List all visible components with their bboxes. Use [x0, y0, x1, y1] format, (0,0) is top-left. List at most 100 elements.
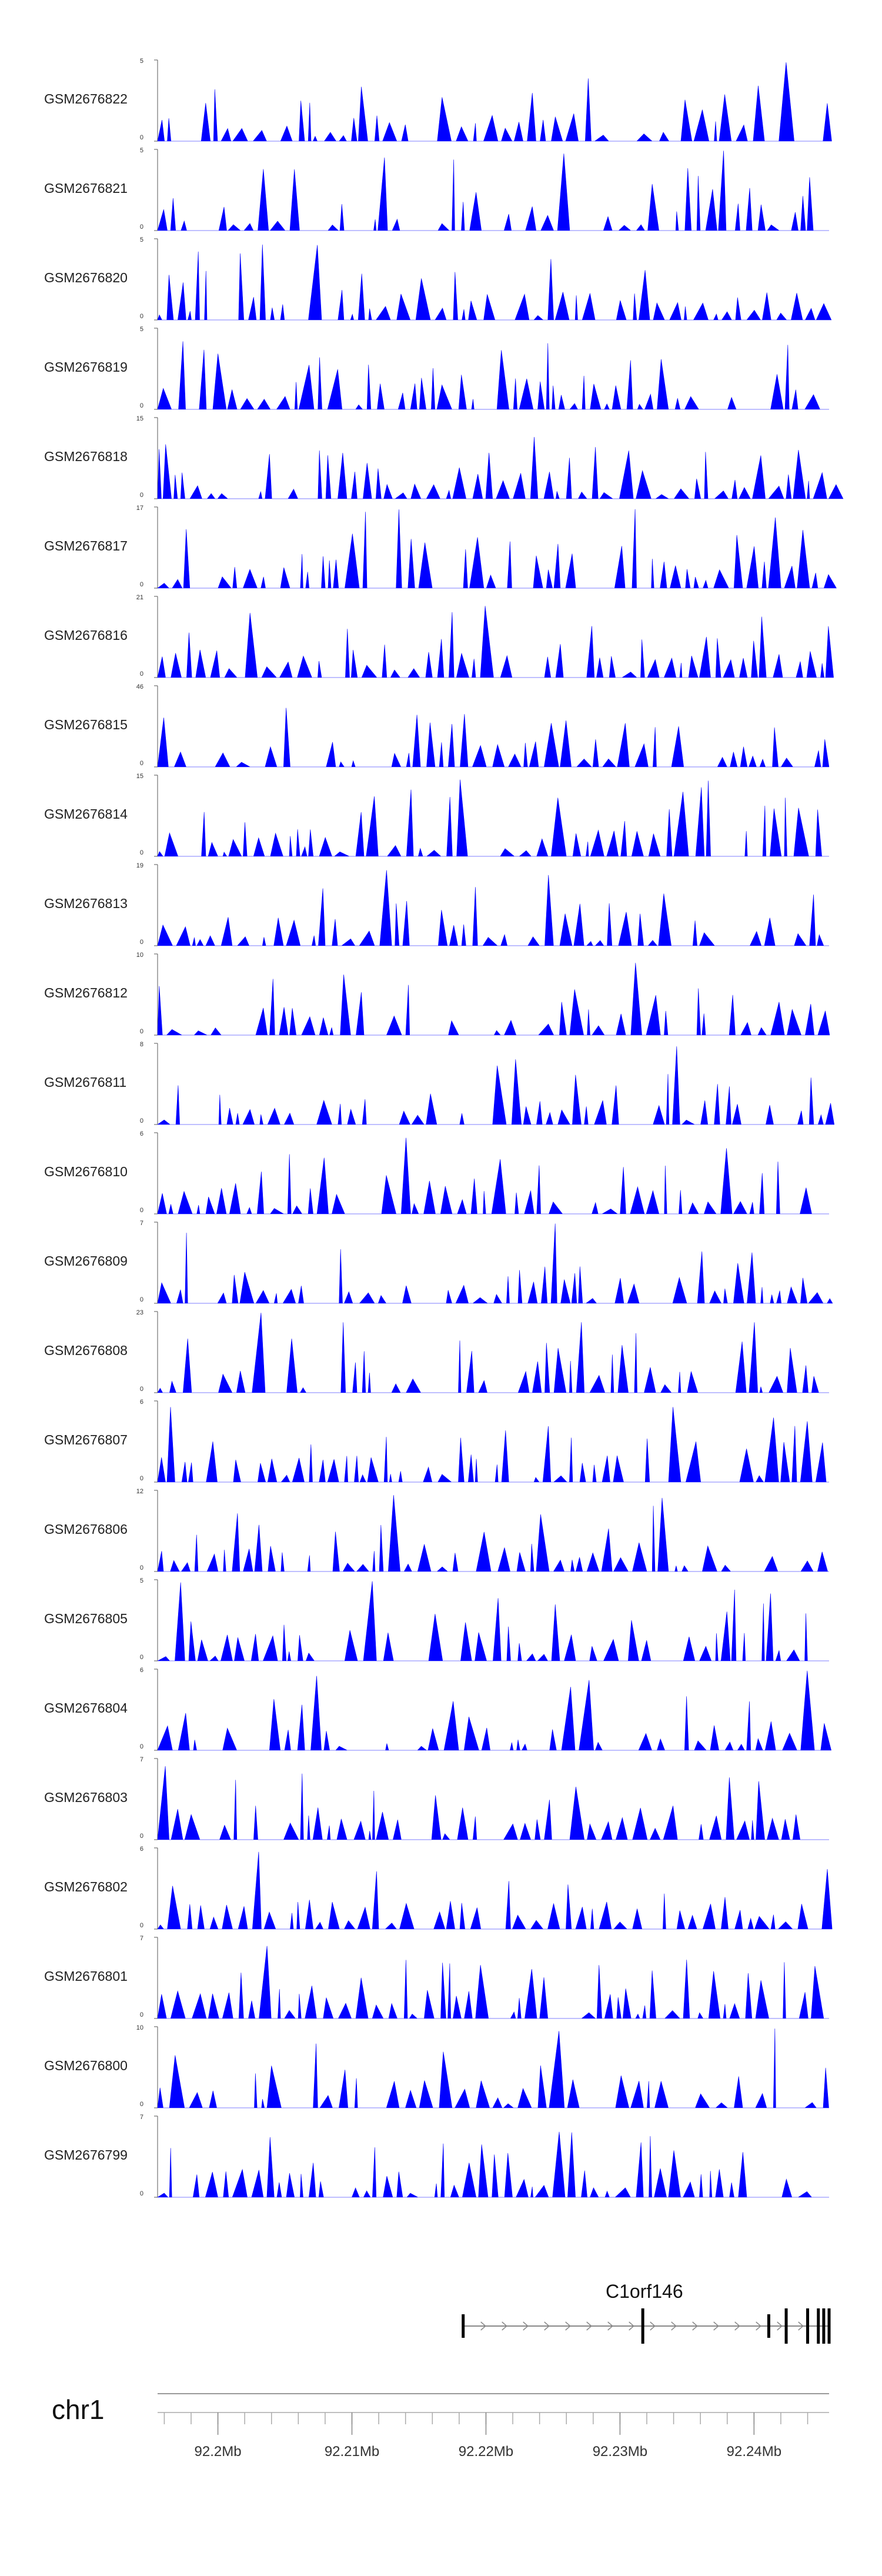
track-GSM2676814: GSM2676814 15 0 — [0, 773, 882, 857]
strand-arrow-icon — [586, 2321, 592, 2331]
coverage-plot — [154, 1758, 829, 1840]
coverage-area — [157, 1223, 833, 1304]
track-GSM2676805: GSM2676805 5 0 — [0, 1577, 882, 1661]
track-GSM2676815: GSM2676815 46 0 — [0, 683, 882, 768]
coverage-plot — [154, 417, 844, 499]
strand-arrow-icon — [671, 2321, 677, 2331]
strand-arrow-icon — [756, 2321, 761, 2331]
y-axis — [154, 1490, 158, 1572]
y-axis — [154, 59, 158, 142]
coverage-plot — [154, 2026, 829, 2108]
coverage-area — [157, 606, 834, 678]
exon-mark — [767, 2314, 770, 2338]
track-label: GSM2676805 — [44, 1611, 128, 1626]
track-label: GSM2676810 — [44, 1164, 128, 1179]
coverage-plot — [154, 2115, 829, 2198]
exon-mark — [641, 2308, 644, 2344]
y-axis — [154, 864, 158, 946]
y-axis — [154, 2026, 158, 2108]
y-axis — [154, 1400, 158, 1483]
coverage-area — [157, 436, 844, 499]
strand-arrow-icon — [650, 2321, 656, 2331]
coverage-plot — [154, 506, 837, 589]
y-axis — [154, 238, 158, 321]
strand-arrow-icon — [565, 2321, 571, 2331]
track-label: GSM2676817 — [44, 538, 128, 553]
track-label: GSM2676814 — [44, 806, 128, 822]
track-label: GSM2676819 — [44, 359, 128, 375]
coverage-area — [157, 509, 837, 589]
exon-mark — [462, 2314, 465, 2338]
track-label: GSM2676807 — [44, 1432, 128, 1447]
y-axis — [154, 2115, 158, 2198]
coverage-area — [157, 1946, 829, 2019]
coverage-plot — [154, 1043, 835, 1125]
coverage-area — [157, 1670, 831, 1751]
strand-arrow-icon — [629, 2321, 634, 2331]
coverage-plot — [154, 1400, 829, 1483]
coverage-area — [157, 1046, 835, 1125]
track-label: GSM2676808 — [44, 1343, 128, 1358]
coverage-plot — [154, 59, 832, 142]
gene-name-label: C1orf146 — [606, 2281, 683, 2302]
coverage-plot — [154, 238, 832, 321]
y-axis — [154, 149, 158, 231]
track-GSM2676816: GSM2676816 21 0 — [0, 594, 882, 678]
track-GSM2676820: GSM2676820 5 0 — [0, 236, 882, 321]
coverage-area — [157, 870, 829, 946]
track-GSM2676822: GSM2676822 5 0 — [0, 58, 882, 142]
y-axis — [154, 1222, 158, 1304]
track-label: GSM2676818 — [44, 449, 128, 464]
track-label: GSM2676802 — [44, 1879, 128, 1894]
track-GSM2676817: GSM2676817 17 0 — [0, 505, 882, 589]
track-GSM2676811: GSM2676811 8 0 — [0, 1041, 882, 1125]
coverage-plot — [154, 596, 834, 678]
y-axis — [154, 953, 158, 1036]
coverage-plot — [154, 685, 830, 768]
track-label: GSM2676806 — [44, 1521, 128, 1537]
x-tick-label: 92.21Mb — [325, 2444, 379, 2460]
track-GSM2676807: GSM2676807 6 0 — [0, 1399, 882, 1483]
track-label: GSM2676800 — [44, 2058, 128, 2073]
track-GSM2676800: GSM2676800 10 0 — [0, 2024, 882, 2108]
track-GSM2676813: GSM2676813 19 0 — [0, 862, 882, 946]
coverage-plot — [154, 1311, 829, 1393]
track-label: GSM2676820 — [44, 270, 128, 285]
exon-mark — [806, 2308, 810, 2344]
track-label: GSM2676811 — [44, 1075, 127, 1090]
y-axis — [154, 1758, 158, 1840]
y-axis — [154, 1669, 158, 1751]
y-axis — [154, 1311, 158, 1393]
track-label: GSM2676821 — [44, 181, 128, 196]
coverage-area — [157, 1407, 829, 1483]
gene-model — [462, 2308, 831, 2344]
coverage-area — [157, 963, 830, 1036]
x-tick-label: 92.24Mb — [727, 2444, 781, 2460]
exon-mark — [822, 2308, 826, 2344]
track-GSM2676801: GSM2676801 7 0 — [0, 1935, 882, 2019]
coverage-area — [157, 244, 832, 321]
track-GSM2676799: GSM2676799 7 0 — [0, 2114, 882, 2198]
strand-arrow-icon — [502, 2321, 507, 2331]
y-axis — [154, 1847, 158, 1930]
y-axis — [154, 596, 158, 678]
coverage-area — [156, 2131, 829, 2198]
coverage-area — [157, 779, 829, 857]
coverage-plot — [154, 1937, 829, 2019]
track-label: GSM2676813 — [44, 896, 128, 911]
coverage-plot — [154, 1847, 833, 1930]
y-axis — [154, 1043, 158, 1125]
exon-mark — [827, 2308, 831, 2344]
track-GSM2676804: GSM2676804 6 0 — [0, 1667, 882, 1751]
genome-axis: 92.2Mb 92.21Mb 92.22Mb 92.23Mb 92.24Mb — [158, 2393, 829, 2460]
track-label: GSM2676822 — [44, 91, 128, 106]
coverage-area — [157, 1137, 829, 1214]
coverage-plot — [154, 1132, 829, 1214]
coverage-plot — [154, 149, 829, 231]
strand-arrow-icon — [692, 2321, 698, 2331]
coverage-plot — [154, 1222, 833, 1304]
track-GSM2676803: GSM2676803 7 0 — [0, 1756, 882, 1840]
coverage-plot — [154, 775, 829, 857]
coverage-plot — [154, 953, 830, 1036]
exon-mark — [784, 2308, 788, 2344]
